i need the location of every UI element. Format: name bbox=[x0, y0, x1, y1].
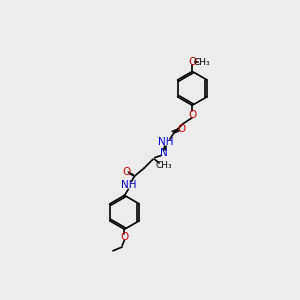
Text: O: O bbox=[120, 232, 129, 242]
Text: NH: NH bbox=[121, 180, 136, 190]
Text: CH₃: CH₃ bbox=[155, 161, 172, 170]
Text: O: O bbox=[188, 57, 196, 67]
Text: N: N bbox=[160, 148, 168, 158]
Text: NH: NH bbox=[158, 137, 174, 147]
Text: O: O bbox=[177, 124, 186, 134]
Text: CH₃: CH₃ bbox=[193, 58, 210, 67]
Text: O: O bbox=[188, 110, 196, 119]
Text: O: O bbox=[123, 167, 131, 177]
